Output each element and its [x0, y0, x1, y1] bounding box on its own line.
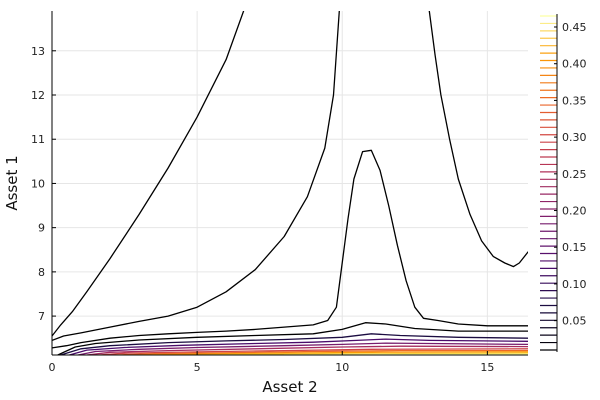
colorbar-tick-label: 0.05: [562, 315, 587, 328]
contour-line: [68, 338, 528, 355]
colorbar-tick-label: 0.30: [562, 131, 587, 144]
contour-line: [60, 333, 528, 355]
colorbar-tick-label: 0.45: [562, 21, 587, 34]
y-tick-label: 12: [31, 89, 45, 102]
y-tick-label: 7: [38, 310, 45, 323]
y-axis-ticks: 7 8 9 10 11 12 13: [31, 45, 56, 323]
contour-line: [428, 11, 528, 268]
y-tick-label: 9: [38, 222, 45, 235]
colorbar: 0.05 0.10 0.15 0.20 0.25 0.30 0.35 0.40 0.45: [540, 14, 587, 352]
contour-line: [138, 351, 528, 355]
contour-line: [57, 322, 528, 355]
grid: [51, 11, 528, 355]
colorbar-tick-label: 0.15: [562, 241, 587, 254]
contour-line: [77, 342, 528, 355]
colorbar-tick-label: 0.10: [562, 278, 587, 291]
x-axis-ticks: 0 5 10 15: [49, 351, 494, 374]
colorbar-tick-label: 0.40: [562, 58, 587, 71]
colorbar-tick-label: 0.35: [562, 94, 587, 107]
contour-line: [52, 11, 245, 337]
contour-line: [52, 11, 340, 342]
y-tick-label: 11: [31, 133, 45, 146]
x-axis-label: Asset 2: [262, 378, 317, 396]
y-axis-label: Asset 1: [3, 155, 21, 210]
x-tick-label: 15: [480, 361, 494, 374]
contour-line: [97, 348, 528, 355]
colorbar-tick-label: 0.20: [562, 205, 587, 218]
x-tick-label: 5: [194, 361, 201, 374]
x-tick-label: 0: [49, 361, 56, 374]
y-tick-label: 13: [31, 45, 45, 58]
contour-line: [86, 345, 528, 355]
x-tick-label: 10: [335, 361, 349, 374]
contour-line: [52, 149, 528, 349]
contour-line: [115, 349, 528, 355]
y-tick-label: 8: [38, 266, 45, 279]
y-tick-label: 10: [31, 177, 45, 190]
colorbar-tick-label: 0.25: [562, 168, 587, 181]
